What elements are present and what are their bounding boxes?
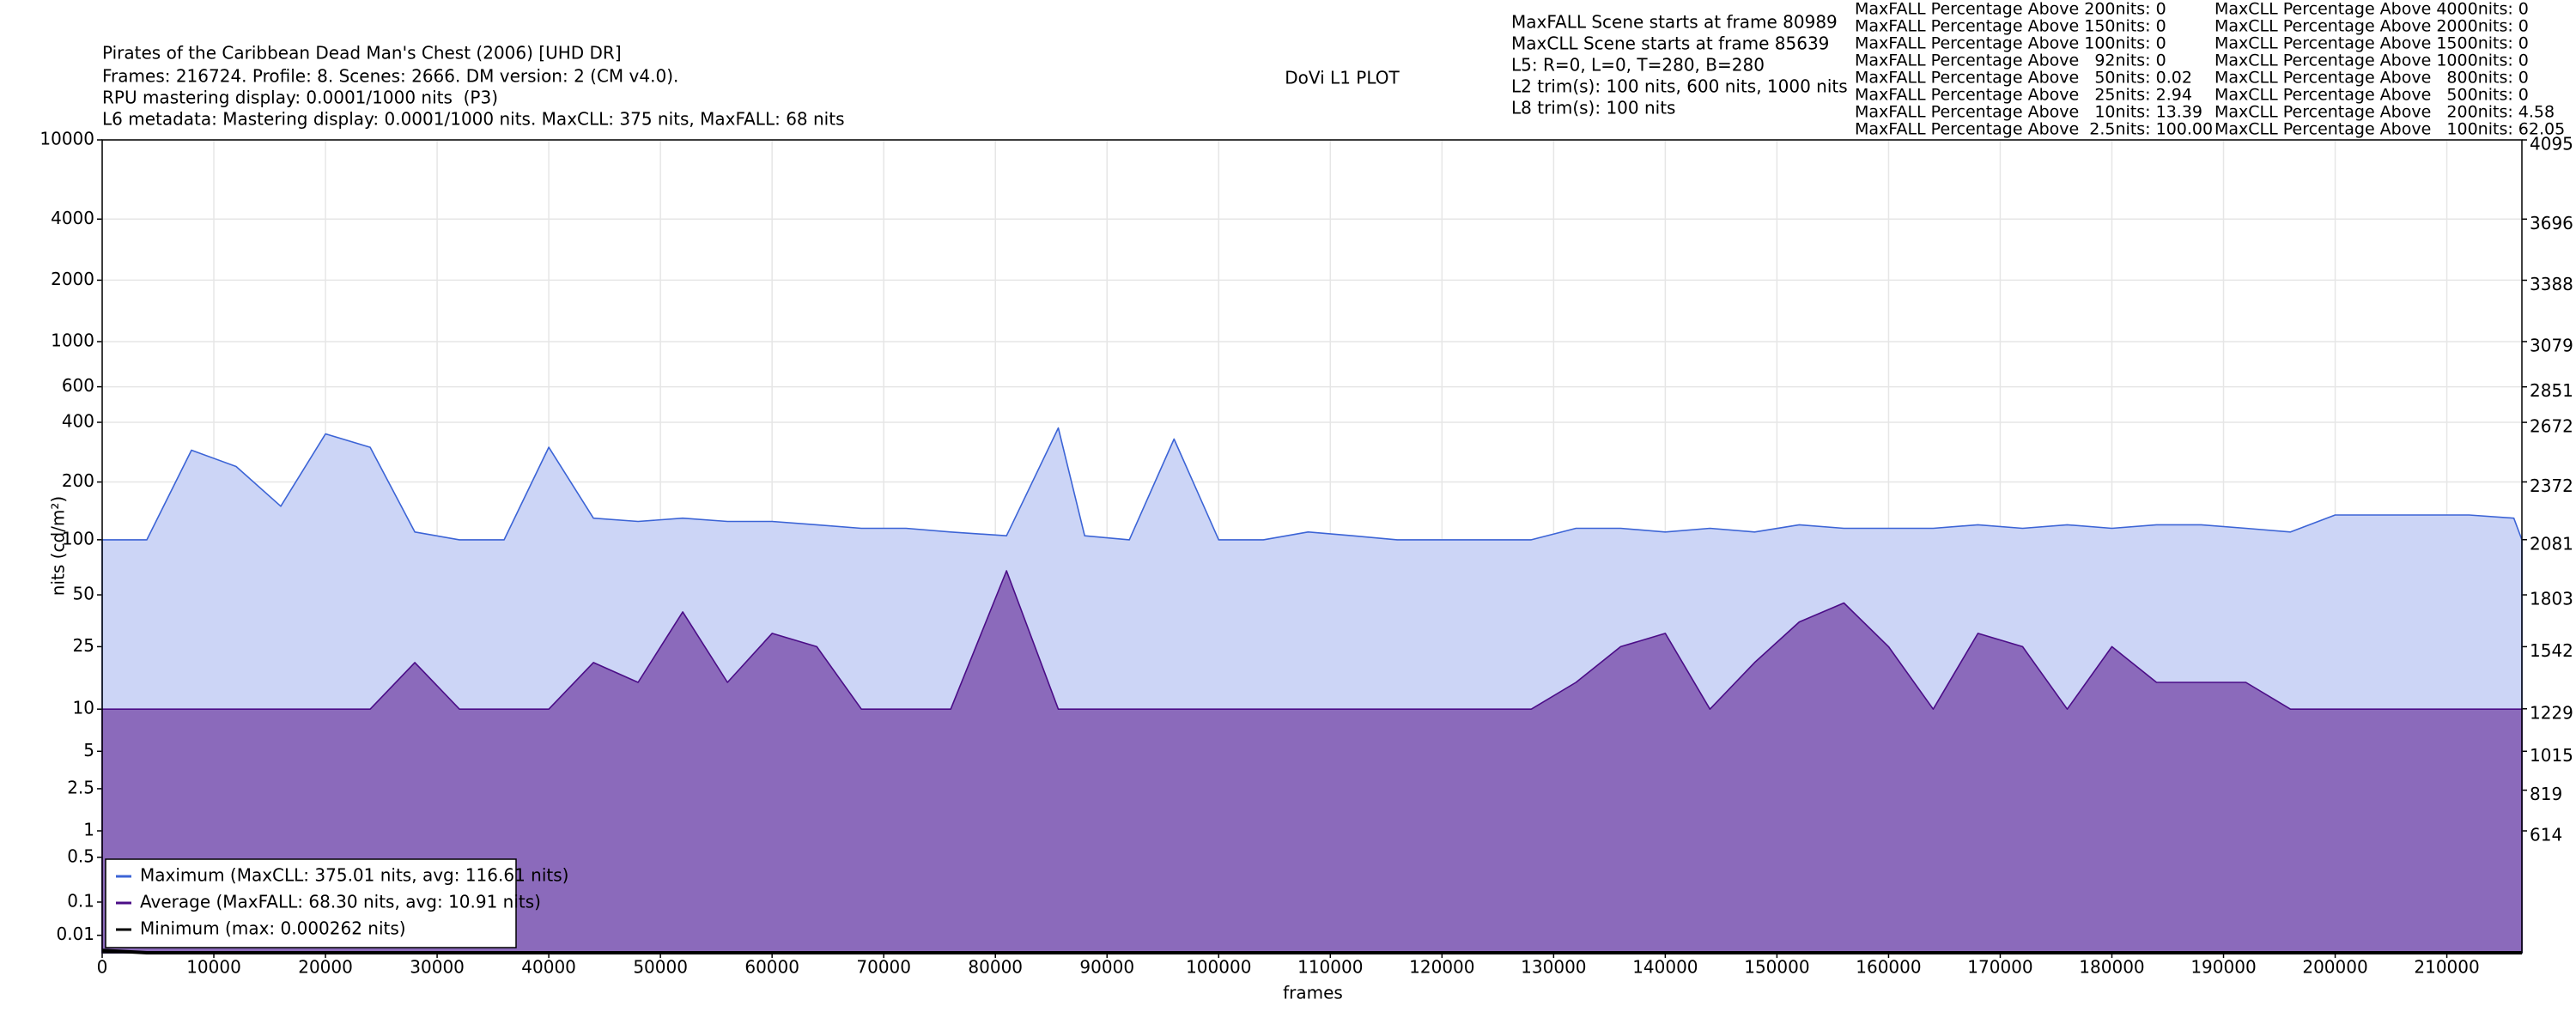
y2-tick-label: 1803 [2530,589,2573,609]
y2-tick-label: 1015 [2530,745,2573,766]
scene-info: MaxFALL Scene starts at frame 80989 [1511,12,1838,33]
maxcll-stat: MaxCLL Percentage Above 100nits: 62.05 [2215,120,2565,139]
y-tick-label: 100 [62,528,94,548]
maxfall-stat: MaxFALL Percentage Above 2.5nits: 100.00 [1855,120,2213,139]
x-tick-label: 140000 [1632,957,1698,978]
x-tick-label: 50000 [633,957,688,978]
scene-info: L8 trim(s): 100 nits [1511,98,1675,118]
maxcll-stat: MaxCLL Percentage Above 1500nits: 0 [2215,34,2529,53]
y-axis-label: nits (cd/m²) [48,496,69,596]
y2-tick-label: 1542 [2530,640,2573,661]
chart-title: Pirates of the Caribbean Dead Man's Ches… [102,43,622,64]
maxfall-stat: MaxFALL Percentage Above 200nits: 0 [1855,0,2166,19]
maxfall-stat: MaxFALL Percentage Above 150nits: 0 [1855,17,2166,36]
maxcll-stat: MaxCLL Percentage Above 200nits: 4.58 [2215,103,2555,122]
maxfall-stat: MaxFALL Percentage Above 50nits: 0.02 [1855,69,2192,88]
maxcll-stat: MaxCLL Percentage Above 4000nits: 0 [2215,0,2529,19]
y2-tick-label: 614 [2530,825,2562,845]
x-tick-label: 210000 [2414,957,2479,978]
x-tick-label: 180000 [2079,957,2144,978]
y-tick-label: 25 [73,635,94,656]
x-tick-label: 70000 [856,957,911,978]
legend-box [105,858,517,948]
x-tick-label: 160000 [1856,957,1921,978]
x-tick-label: 0 [97,957,108,978]
y-tick-label: 1 [83,820,94,840]
scene-info: L5: R=0, L=0, T=280, B=280 [1511,55,1765,76]
y-tick-label: 0.01 [56,924,94,944]
y-tick-label: 4000 [51,208,94,228]
y2-tick-label: 2851 [2530,380,2573,401]
x-tick-label: 120000 [1409,957,1474,978]
series-area [101,570,2523,954]
y2-tick-label: 1229 [2530,702,2573,723]
x-tick-label: 190000 [2190,957,2256,978]
y-tick-label: 200 [62,470,94,491]
y2-tick-label: 2372 [2530,476,2573,496]
y-tick-label: 5 [83,740,94,760]
x-tick-label: 130000 [1521,957,1586,978]
maxfall-stat: MaxFALL Percentage Above 10nits: 13.39 [1855,103,2202,122]
maxcll-stat: MaxCLL Percentage Above 2000nits: 0 [2215,17,2529,36]
x-tick-label: 30000 [410,957,465,978]
y-tick-label: 400 [62,411,94,432]
x-axis-label: frames [1283,983,1343,1003]
y-tick-label: 2.5 [67,777,94,797]
x-tick-label: 80000 [968,957,1023,978]
y2-tick-label: 3079 [2530,335,2573,355]
legend-label: Maximum (MaxCLL: 375.01 nits, avg: 116.6… [140,865,568,886]
legend-label: Average (MaxFALL: 68.30 nits, avg: 10.91… [140,892,541,912]
x-tick-label: 10000 [186,957,241,978]
y2-tick-label: 4095 [2530,134,2573,154]
y-tick-label: 50 [73,584,94,604]
y-tick-label: 1000 [51,330,94,351]
y-tick-label: 10000 [39,129,94,149]
legend-label: Minimum (max: 0.000262 nits) [140,918,406,939]
plot-title: DoVi L1 PLOT [1285,68,1400,88]
x-tick-label: 40000 [521,957,576,978]
y2-tick-label: 2081 [2530,533,2573,554]
x-tick-label: 20000 [298,957,353,978]
y-tick-label: 2000 [51,269,94,289]
y-tick-label: 600 [62,375,94,396]
maxfall-stat: MaxFALL Percentage Above 100nits: 0 [1855,34,2166,53]
y2-tick-label: 2672 [2530,416,2573,437]
x-tick-label: 60000 [744,957,799,978]
y2-tick-label: 3696 [2530,213,2573,233]
info-line: L6 metadata: Mastering display: 0.0001/1… [102,109,845,130]
x-tick-label: 90000 [1079,957,1134,978]
maxfall-stat: MaxFALL Percentage Above 92nits: 0 [1855,52,2166,70]
x-tick-label: 110000 [1297,957,1363,978]
maxcll-stat: MaxCLL Percentage Above 1000nits: 0 [2215,52,2529,70]
x-tick-label: 200000 [2302,957,2367,978]
x-tick-label: 150000 [1744,957,1809,978]
plot-frame [101,139,2523,954]
x-tick-label: 100000 [1186,957,1251,978]
scene-info: L2 trim(s): 100 nits, 600 nits, 1000 nit… [1511,76,1848,97]
y-tick-label: 10 [73,698,94,718]
y-tick-label: 0.1 [67,890,94,911]
maxcll-stat: MaxCLL Percentage Above 500nits: 0 [2215,86,2529,105]
y2-tick-label: 819 [2530,784,2562,804]
x-tick-label: 170000 [1967,957,2032,978]
maxfall-stat: MaxFALL Percentage Above 25nits: 2.94 [1855,86,2192,105]
info-line: RPU mastering display: 0.0001/1000 nits … [102,88,498,108]
y2-tick-label: 3388 [2530,274,2573,294]
info-line: Frames: 216724. Profile: 8. Scenes: 2666… [102,66,678,87]
y-tick-label: 0.5 [67,845,94,866]
scene-info: MaxCLL Scene starts at frame 85639 [1511,33,1829,54]
maxcll-stat: MaxCLL Percentage Above 800nits: 0 [2215,69,2529,88]
